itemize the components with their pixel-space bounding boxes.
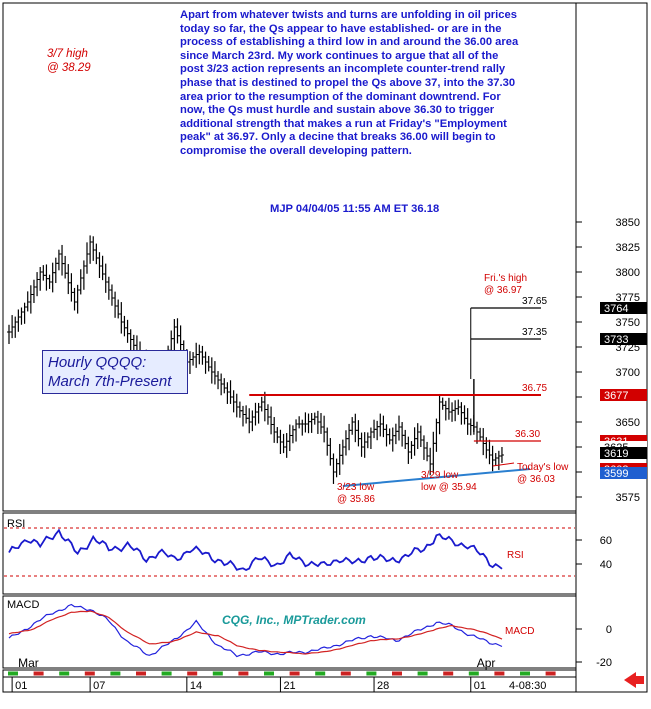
session-block xyxy=(59,671,70,676)
day-label: 28 xyxy=(377,680,389,692)
session-block xyxy=(238,671,249,676)
rsi-panel-title: RSI xyxy=(7,518,25,530)
price-marker: 3764 xyxy=(600,302,647,315)
commentary-text: Apart from whatever twists and turns are… xyxy=(180,9,519,157)
price-tick-label: 3825 xyxy=(616,242,640,254)
level-label: 36.30 xyxy=(515,429,540,440)
today-low-pointer xyxy=(492,462,515,467)
price-marker: 3619 xyxy=(600,447,647,460)
macd-tick-label: 0 xyxy=(606,624,612,636)
price-marker: 3733 xyxy=(600,333,647,346)
price-marker: 3677 xyxy=(600,389,647,402)
session-block xyxy=(468,671,479,676)
price-annotation: Today's low xyxy=(517,462,569,473)
session-block xyxy=(187,671,198,676)
macd-line xyxy=(8,603,503,658)
svg-text:3764: 3764 xyxy=(604,303,628,315)
price-tick-label: 3700 xyxy=(616,367,640,379)
day-label: 01 xyxy=(474,680,486,692)
chart-title-line2: March 7th-Present xyxy=(48,373,172,390)
session-block xyxy=(33,671,44,676)
author-timestamp: MJP 04/04/05 11:55 AM ET 36.18 xyxy=(270,203,440,215)
price-annotation-value: low @ 35.94 xyxy=(421,482,477,493)
session-block xyxy=(545,671,556,676)
level-label: 37.65 xyxy=(522,296,547,307)
session-block xyxy=(520,671,530,676)
rsi-tick-label: 60 xyxy=(600,535,612,547)
svg-text:3733: 3733 xyxy=(604,334,628,346)
session-block xyxy=(161,671,172,676)
rsi-tick-label: 40 xyxy=(600,559,612,571)
session-block xyxy=(392,671,402,676)
cursor-time-label: 4-08:30 xyxy=(509,680,546,692)
session-block xyxy=(443,671,454,676)
macd-series-group: 0 -20 xyxy=(8,603,612,669)
overlay-lines-group: 37.65 37.35 36.75 36.30 xyxy=(249,296,547,487)
data-credit: CQG, Inc., MPTrader.com xyxy=(222,613,366,627)
price-annotation-value: @ 38.29 xyxy=(47,62,91,74)
day-label: 14 xyxy=(190,680,202,692)
session-block xyxy=(315,671,326,676)
session-block xyxy=(84,671,95,676)
chart-title-line1: Hourly QQQQ: xyxy=(48,354,147,371)
month-label: Mar xyxy=(18,656,39,670)
month-label: Apr xyxy=(477,656,496,670)
scroll-right-arrow-icon[interactable] xyxy=(624,672,644,688)
session-block xyxy=(136,671,146,676)
price-marker: 3599 xyxy=(600,467,647,480)
support-trendline xyxy=(342,468,531,487)
session-block xyxy=(340,671,351,676)
price-axis-frame xyxy=(575,2,648,693)
macd-panel-title: MACD xyxy=(7,599,39,611)
price-tick-label: 3800 xyxy=(616,267,640,279)
price-annotation: 3/29 low xyxy=(421,470,459,481)
macd-series-label: MACD xyxy=(505,626,534,637)
price-annotation: 3/7 high xyxy=(47,48,88,60)
price-annotation-value: @ 36.97 xyxy=(484,285,522,296)
price-annotation: 3/23 low xyxy=(337,482,375,493)
annotations-group: 3/7 high @ 38.29 Fri.'s high@ 36.97 3/23 lo… xyxy=(47,48,569,505)
session-block xyxy=(289,671,300,676)
macd-tick-label: -20 xyxy=(596,657,612,669)
session-block xyxy=(110,671,121,676)
session-block xyxy=(264,671,274,676)
session-block xyxy=(417,671,428,676)
price-tick-label: 3850 xyxy=(616,217,640,229)
session-block xyxy=(212,671,223,676)
rsi-line xyxy=(8,528,503,572)
level-label: 37.35 xyxy=(522,327,547,338)
price-tick-label: 3775 xyxy=(616,292,640,304)
macd-signal-line xyxy=(8,610,503,655)
session-block xyxy=(366,671,377,676)
svg-text:3677: 3677 xyxy=(604,390,628,402)
price-annotation-value: @ 35.86 xyxy=(337,494,375,505)
session-block xyxy=(8,671,18,676)
time-axis-group: Mar Apr 01 07 14 21 28 01 4-08:30 xyxy=(8,656,556,692)
svg-text:3619: 3619 xyxy=(604,448,628,460)
chart-title-box: Hourly QQQQ: March 7th-Present xyxy=(42,350,188,394)
price-tick-label: 3575 xyxy=(616,492,640,504)
price-annotation: Fri.'s high xyxy=(484,273,527,284)
svg-text:3599: 3599 xyxy=(604,468,628,480)
price-bar xyxy=(499,446,504,463)
day-label: 07 xyxy=(93,680,105,692)
session-block xyxy=(494,671,505,676)
day-label: 21 xyxy=(283,680,295,692)
day-label: 01 xyxy=(15,680,27,692)
price-tick-label: 3650 xyxy=(616,417,640,429)
price-annotation-value: @ 36.03 xyxy=(517,474,555,485)
price-tick-label: 3750 xyxy=(616,317,640,329)
level-label: 36.75 xyxy=(522,383,547,394)
rsi-series-label: RSI xyxy=(507,550,524,561)
price-axis-group: 3575362536503675370037253750377538003825… xyxy=(576,217,647,504)
rsi-series-group: 60 40 xyxy=(4,527,612,577)
